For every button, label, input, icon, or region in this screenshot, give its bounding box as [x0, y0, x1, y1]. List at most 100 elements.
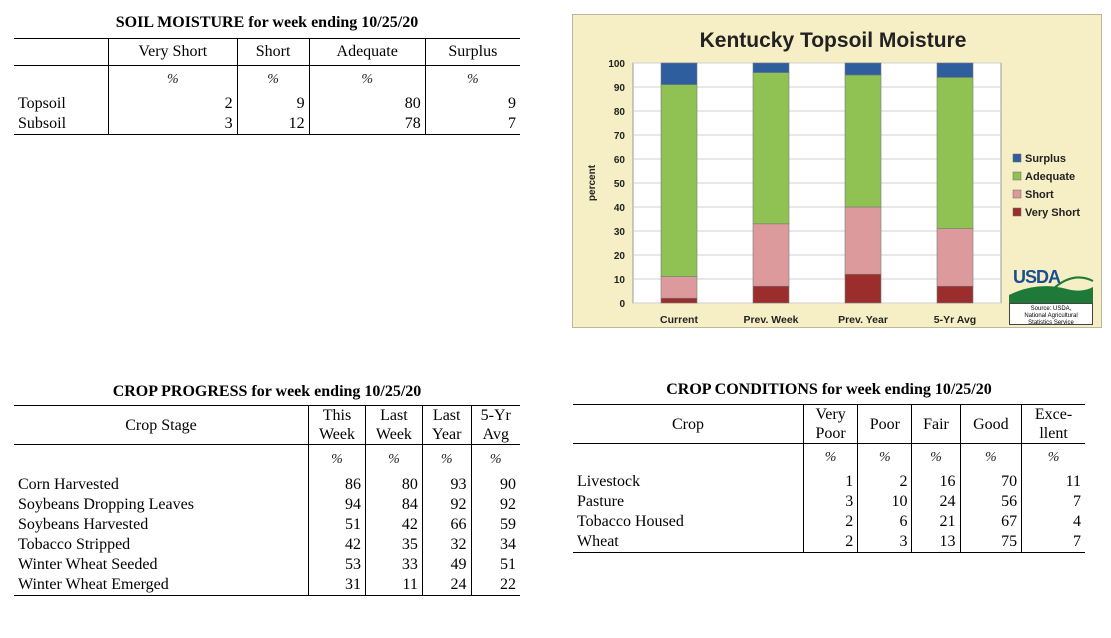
chart-svg: Kentucky Topsoil Moisture 0 10 20 30 40 50 60 70… — [587, 29, 1080, 326]
cell: 70 — [959, 471, 1022, 492]
cell: 11 — [1021, 471, 1085, 492]
crop-progress-title: CROP PROGRESS for week ending 10/25/20 — [112, 383, 422, 400]
legend-label: Adequate — [1025, 171, 1075, 183]
cell: 12 — [236, 113, 310, 135]
col-very-short: Very Short — [108, 38, 238, 66]
cell: 80 — [364, 474, 423, 495]
cell: 59 — [470, 514, 520, 535]
source-note: Source: USDA, National Agricultural Stat… — [1009, 303, 1093, 326]
crop-stage-header: Crop Stage — [14, 405, 309, 445]
cell: 2 — [802, 531, 858, 553]
y-tick-label: 100 — [608, 59, 625, 70]
bar-surplus — [660, 62, 698, 85]
cell: 35 — [364, 534, 423, 555]
cell: 7 — [1021, 531, 1085, 553]
table-row: Tobacco Housed 2 6 21 67 4 — [573, 511, 1085, 532]
cell: 3 — [802, 491, 858, 512]
cell: 67 — [959, 511, 1022, 532]
table-row: Livestock 1 2 16 70 11 — [573, 471, 1085, 492]
bar-surplus — [752, 62, 790, 73]
row-label: Soybeans Dropping Leaves — [18, 495, 194, 513]
cell: 86 — [308, 474, 366, 495]
row-label: Topsoil — [18, 94, 66, 112]
bar-adequate — [844, 74, 882, 208]
chart-title: Kentucky Topsoil Moisture — [700, 29, 967, 52]
bar-short — [752, 223, 790, 287]
cell: 9 — [236, 93, 310, 114]
bar-very-short — [752, 285, 790, 304]
table-row: Wheat 2 3 13 75 7 — [573, 531, 1085, 553]
table-header-row: Crop Stage This Week Last Week Last Year 5-… — [14, 405, 520, 445]
cell: 75 — [959, 531, 1022, 553]
table-row: Topsoil 2 9 80 9 — [14, 93, 520, 114]
cell: 90 — [470, 474, 520, 495]
cell: 7 — [1021, 491, 1085, 512]
cell: 4 — [1021, 511, 1085, 532]
source-line: Statistics Service — [1028, 320, 1074, 326]
legend-swatch — [1012, 171, 1022, 181]
col-poor: Poor — [857, 404, 912, 444]
unit-cell: % — [308, 65, 426, 94]
cell: 33 — [364, 554, 423, 575]
col-excellent: Exce-llent — [1021, 404, 1085, 444]
cell: 6 — [857, 511, 912, 532]
row-label: Livestock — [577, 472, 641, 490]
bar-adequate — [660, 84, 698, 277]
cell: 9 — [424, 93, 520, 114]
legend-swatch — [1012, 153, 1022, 163]
unit-cell: % — [236, 65, 310, 94]
unit-cell: % — [1021, 443, 1085, 472]
cell: 7 — [424, 113, 520, 135]
table-header-row: Very Short Short Adequate Surplus — [14, 38, 520, 66]
bar-very-short — [660, 297, 698, 304]
cell: 34 — [470, 534, 520, 555]
table-row: Winter Wheat Seeded 53 33 49 51 — [14, 554, 520, 575]
col-this-week: This Week — [308, 405, 366, 445]
y-tick-label: 80 — [614, 107, 626, 118]
unit-cell: % — [108, 65, 238, 94]
legend-label: Very Short — [1025, 207, 1080, 219]
col-adequate: Adequate — [308, 38, 426, 66]
crop-conditions-body: Livestock 1 2 16 70 11 Pasture 3 10 24 56 7 Tobacco … — [573, 471, 1085, 553]
y-tick-label: 20 — [614, 251, 626, 262]
table-row: Pasture 3 10 24 56 7 — [573, 491, 1085, 512]
soil-moisture-title: SOIL MOISTURE for week ending 10/25/20 — [115, 14, 419, 31]
col-very-poor: Very Poor — [802, 404, 858, 444]
bar-surplus — [844, 62, 882, 76]
cell: 2 — [108, 93, 238, 114]
bar-surplus — [936, 62, 974, 78]
blank-header — [14, 38, 109, 66]
y-tick-label: 10 — [614, 275, 626, 286]
crop-progress-body: Corn Harvested 86 80 93 90 Soybeans Dropping … — [14, 474, 520, 596]
col-surplus: Surplus — [424, 38, 520, 66]
bar-short — [844, 206, 882, 275]
unit-cell: % — [857, 443, 912, 472]
unit-cell: % — [424, 65, 520, 94]
y-tick-label: 30 — [614, 227, 626, 238]
cell: 13 — [911, 531, 961, 553]
cell: 22 — [470, 574, 520, 596]
table-row: Soybeans Dropping Leaves 94 84 92 92 — [14, 494, 520, 515]
cell: 3 — [857, 531, 912, 553]
cell: 2 — [857, 471, 912, 492]
cell: 32 — [421, 534, 472, 555]
unit-cell: % — [308, 444, 366, 475]
y-tick-label: 70 — [614, 131, 626, 142]
cell: 92 — [421, 494, 472, 515]
cell: 1 — [802, 471, 858, 492]
cell: 92 — [470, 494, 520, 515]
table-header-row: Crop Very Poor Poor Fair Good Exce-llent — [573, 404, 1085, 444]
row-label: Winter Wheat Seeded — [18, 555, 158, 573]
unit-cell: % — [470, 444, 520, 475]
col-fair: Fair — [911, 404, 961, 444]
bar-adequate — [936, 77, 974, 229]
x-tick-label: Current — [660, 314, 698, 326]
y-tick-label: 60 — [614, 155, 626, 166]
cell: 2 — [802, 511, 858, 532]
col-last-week: Last Week — [364, 405, 423, 445]
crop-conditions-title: CROP CONDITIONS for week ending 10/25/20 — [666, 381, 992, 398]
cell: 51 — [308, 514, 366, 535]
y-tick-label: 90 — [614, 83, 626, 94]
y-axis-label: percent — [587, 164, 598, 201]
cell: 16 — [911, 471, 961, 492]
